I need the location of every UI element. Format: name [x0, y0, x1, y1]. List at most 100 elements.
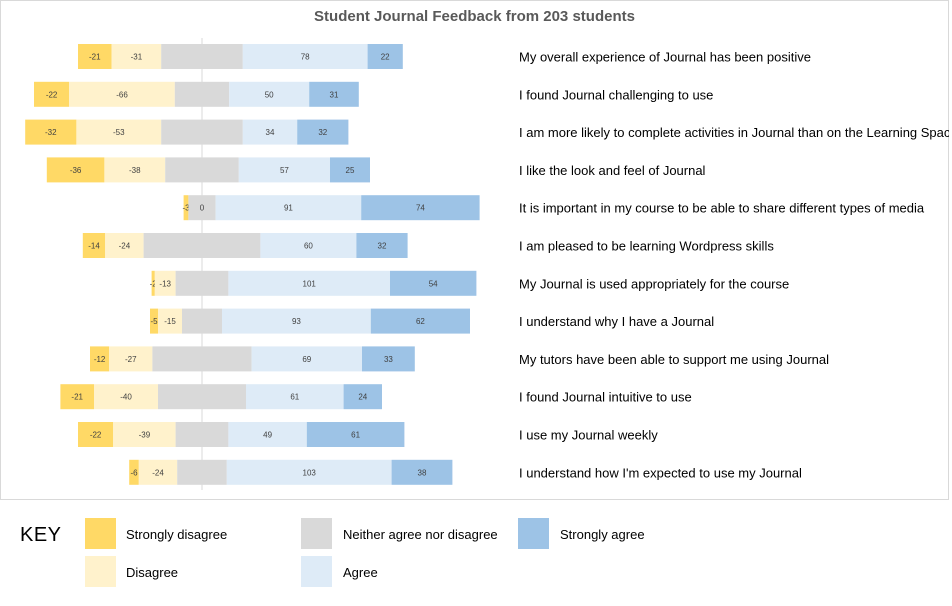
- bar-disagree: [104, 157, 166, 183]
- bar-agree: [215, 195, 362, 221]
- bar-agree: [228, 422, 307, 447]
- legend-key-title: KEY: [20, 524, 62, 546]
- bar-agree: [226, 459, 392, 485]
- bar-strongly-agree: [306, 422, 405, 447]
- bar-strongly-disagree: [183, 195, 189, 221]
- legend-label-agree: Agree: [343, 565, 378, 580]
- bar-agree: [228, 270, 390, 296]
- legend-label-disagree: Disagree: [126, 565, 179, 580]
- bar-neutral: [165, 157, 239, 183]
- bar-agree: [242, 44, 368, 69]
- bar-strongly-agree: [370, 308, 470, 334]
- bar-strongly-agree: [343, 384, 382, 410]
- legend-swatch-disagree: [85, 556, 116, 587]
- data-label-strongly-agree: 24: [358, 393, 367, 402]
- category-label: My tutors have been able to support me u…: [519, 352, 829, 367]
- bar-agree: [251, 346, 362, 372]
- data-label-strongly-disagree: -5: [150, 317, 158, 326]
- bar-strongly-agree: [356, 233, 408, 258]
- data-label-disagree: -31: [131, 53, 143, 62]
- data-label-strongly-agree: 38: [418, 468, 427, 477]
- bar-strongly-disagree: [78, 422, 114, 447]
- bar-disagree: [109, 346, 153, 372]
- legend-swatch-agree: [301, 556, 332, 587]
- data-label-strongly-disagree: -21: [89, 53, 101, 62]
- legend-label-strongly-disagree: Strongly disagree: [126, 527, 228, 542]
- category-label: I am more likely to complete activities …: [519, 125, 949, 140]
- data-label-agree: 61: [290, 393, 299, 402]
- bar-strongly-disagree: [46, 157, 105, 183]
- bar-neutral: [152, 346, 252, 372]
- legend-swatch-strongly-agree: [518, 518, 549, 549]
- category-label: I use my Journal weekly: [519, 428, 658, 443]
- bar-agree: [222, 308, 371, 334]
- data-label-disagree: -24: [152, 468, 164, 477]
- category-label: My Journal is used appropriately for the…: [519, 276, 789, 291]
- bar-neutral: [182, 308, 222, 334]
- bar-neutral: [175, 422, 229, 447]
- data-label-disagree: -66: [116, 90, 128, 99]
- bar-strongly-agree: [390, 270, 477, 296]
- data-label-agree: 49: [263, 431, 272, 440]
- bar-disagree: [111, 44, 162, 69]
- data-label-strongly-agree: 22: [381, 53, 390, 62]
- bar-strongly-agree: [330, 157, 370, 183]
- data-label-strongly-disagree: -12: [94, 355, 106, 364]
- category-label: I found Journal intuitive to use: [519, 390, 692, 405]
- bar-agree: [242, 119, 298, 145]
- category-label: I understand how I'm expected to use my …: [519, 465, 802, 480]
- data-label-disagree: -24: [119, 242, 131, 251]
- data-label-strongly-disagree: -22: [90, 431, 102, 440]
- data-label-strongly-agree: 54: [429, 279, 438, 288]
- bar-strongly-agree: [309, 81, 359, 107]
- data-label-agree: 91: [284, 204, 293, 213]
- bar-disagree: [76, 119, 162, 145]
- data-label-strongly-disagree: -3: [182, 204, 190, 213]
- data-label-strongly-agree: 33: [384, 355, 393, 364]
- category-label: My overall experience of Journal has bee…: [519, 50, 811, 65]
- bar-strongly-agree: [367, 44, 403, 69]
- category-label: I like the look and feel of Journal: [519, 163, 706, 178]
- bar-agree: [246, 384, 344, 410]
- data-label-neutral: 0: [200, 204, 205, 213]
- data-label-strongly-agree: 74: [416, 204, 425, 213]
- bar-strongly-agree: [362, 346, 415, 372]
- bar-strongly-disagree: [82, 233, 106, 258]
- data-label-disagree: -39: [139, 431, 151, 440]
- data-label-strongly-agree: 62: [416, 317, 425, 326]
- bar-agree: [260, 233, 357, 258]
- bar-disagree: [158, 308, 182, 334]
- category-label: I found Journal challenging to use: [519, 87, 713, 102]
- category-label: I understand why I have a Journal: [519, 314, 714, 329]
- data-label-disagree: -53: [113, 128, 125, 137]
- bar-neutral: [158, 384, 246, 410]
- bar-neutral: [174, 81, 230, 107]
- data-label-disagree: -38: [129, 166, 141, 175]
- bar-strongly-disagree: [129, 459, 139, 485]
- bar-strongly-disagree: [25, 119, 77, 145]
- bar-strongly-disagree: [60, 384, 94, 410]
- data-label-disagree: -27: [125, 355, 137, 364]
- legend-swatch-neutral: [301, 518, 332, 549]
- data-label-strongly-disagree: -6: [130, 468, 138, 477]
- chart-plot: -21 -31 78 22 My overall experience of Journ…: [25, 38, 949, 490]
- data-label-strongly-agree: 61: [351, 431, 360, 440]
- data-label-agree: 69: [302, 355, 311, 364]
- bar-disagree: [154, 270, 176, 296]
- data-label-agree: 103: [303, 468, 317, 477]
- data-label-disagree: -13: [159, 279, 171, 288]
- bar-neutral: [143, 233, 261, 258]
- data-label-strongly-agree: 32: [378, 242, 387, 251]
- bar-strongly-agree: [297, 119, 349, 145]
- bar-neutral: [177, 459, 227, 485]
- data-label-agree: 101: [303, 279, 317, 288]
- bar-neutral: [175, 270, 229, 296]
- data-label-strongly-disagree: -32: [45, 128, 57, 137]
- data-label-agree: 57: [280, 166, 289, 175]
- data-label-agree: 50: [265, 90, 274, 99]
- legend-label-strongly-agree: Strongly agree: [560, 527, 645, 542]
- data-label-disagree: -15: [164, 317, 176, 326]
- data-label-strongly-disagree: -22: [46, 90, 58, 99]
- bar-disagree: [138, 459, 178, 485]
- bar-neutral: [188, 195, 216, 221]
